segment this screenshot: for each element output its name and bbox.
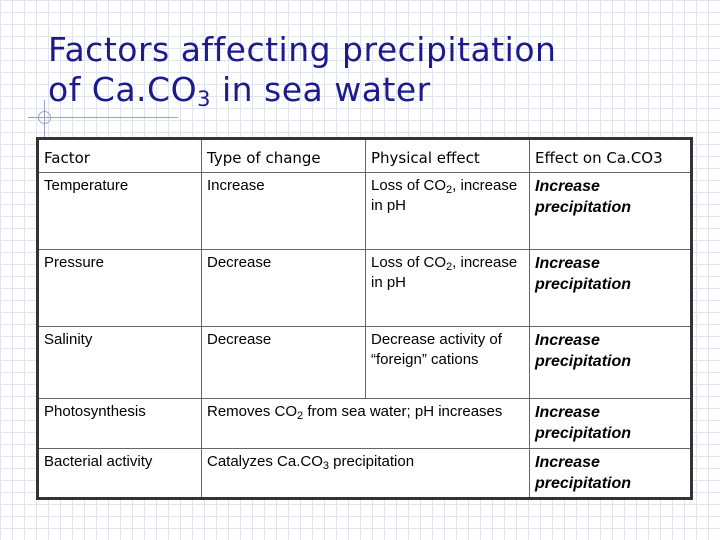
cell-physical-effect: Loss of CO2, increase in pH [365,172,530,250]
table-row: Temperature Increase Loss of CO2, increa… [37,172,692,250]
cell-factor: Temperature [37,172,202,250]
physical-text-tail: , increase in pH [371,254,518,291]
header-factor: Factor [37,138,202,173]
title-line-2: of Ca.CO3 in sea water [48,70,708,110]
cell-type-of-change: Decrease [201,249,366,327]
physical-text: Loss of CO [371,177,447,194]
merged-subscript: 2 [297,410,304,422]
table-row: Bacterial activity Catalyzes Ca.CO3 prec… [37,448,692,499]
cell-effect: Increase precipitation [529,326,692,399]
table-row: Pressure Decrease Loss of CO2, increase … [37,249,692,327]
merged-text: Removes CO [207,403,298,420]
cell-effect: Increase precipitation [529,249,692,327]
physical-subscript: 2 [446,184,453,196]
title-line-2-suffix: in sea water [210,70,431,109]
header-physical-effect: Physical effect [365,138,530,173]
factors-table: Factor Type of change Physical effect Ef… [36,137,693,500]
header-type-of-change: Type of change [201,138,366,173]
physical-text: Loss of CO [371,254,447,271]
cell-factor: Pressure [37,249,202,327]
cell-effect: Increase precipitation [529,398,692,449]
title-line-1: Factors affecting precipitation [48,30,557,69]
physical-text-tail: , increase in pH [371,177,518,214]
header-effect-on-caco3: Effect on Ca.CO3 [529,138,692,173]
cell-factor: Photosynthesis [37,398,202,449]
cell-merged-effect: Catalyzes Ca.CO3 precipitation [201,448,530,499]
table-header-row: Factor Type of change Physical effect Ef… [37,138,692,173]
title-line-2-prefix: of Ca.CO [48,70,198,109]
cell-effect: Increase precipitation [529,448,692,499]
decorative-horizontal-line [28,117,178,118]
physical-subscript: 2 [446,261,453,273]
merged-text-tail: precipitation [329,453,415,470]
title-subscript: 3 [197,87,211,111]
cell-factor: Salinity [37,326,202,399]
decorative-circle [38,111,51,124]
cell-physical-effect: Decrease activity of “foreign” cations [365,326,530,399]
cell-type-of-change: Increase [201,172,366,250]
cell-physical-effect: Loss of CO2, increase in pH [365,249,530,327]
table-row: Photosynthesis Removes CO2 from sea wate… [37,398,692,449]
cell-merged-effect: Removes CO2 from sea water; pH increases [201,398,530,449]
cell-effect: Increase precipitation [529,172,692,250]
merged-text: Catalyzes Ca.CO [207,453,323,470]
cell-type-of-change: Decrease [201,326,366,399]
cell-factor: Bacterial activity [37,448,202,499]
merged-subscript: 3 [322,460,329,472]
merged-text-tail: from sea water; pH increases [303,403,503,420]
slide-title: Factors affecting precipitation of Ca.CO… [48,30,708,110]
table-row: Salinity Decrease Decrease activity of “… [37,326,692,399]
